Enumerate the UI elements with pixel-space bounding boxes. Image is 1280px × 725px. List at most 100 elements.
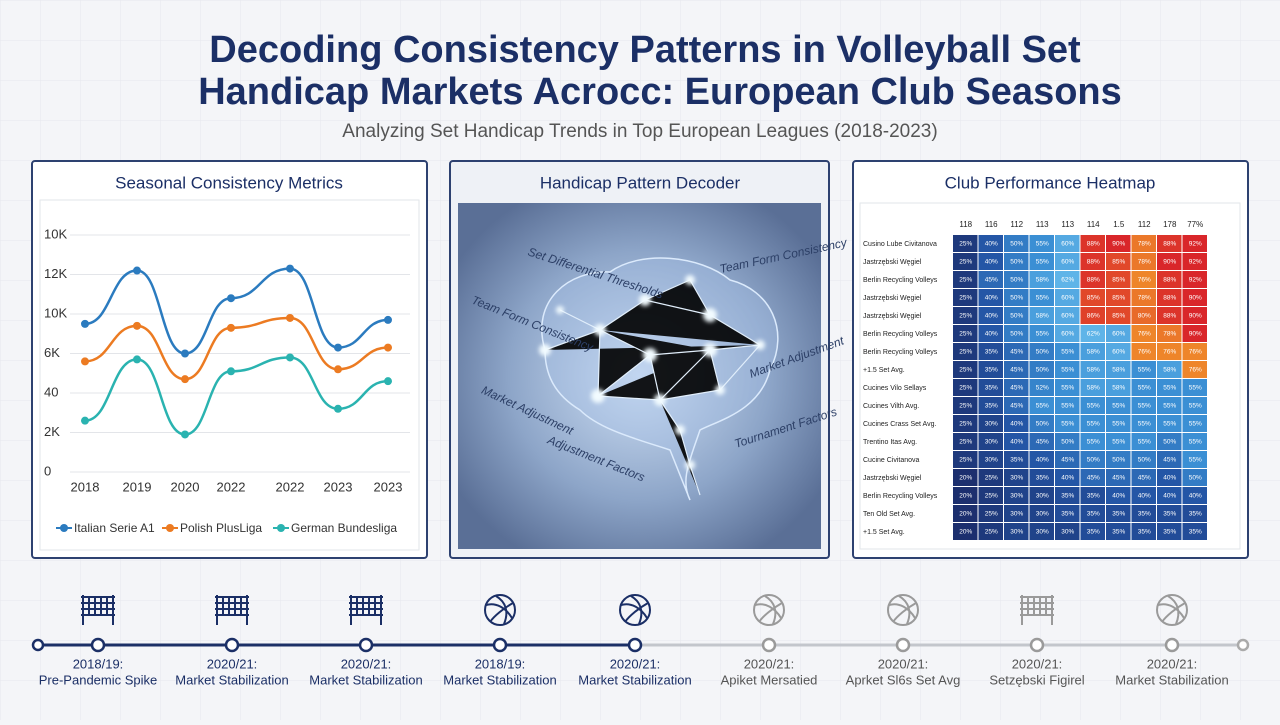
- cell-label: 76%: [1138, 331, 1151, 338]
- heat-cell: [953, 487, 978, 504]
- cell-label: 40%: [985, 241, 998, 248]
- cell-label: 60%: [1061, 331, 1074, 338]
- timeline-icon: [619, 594, 651, 626]
- cell-label: 88%: [1163, 241, 1176, 248]
- title: Decoding Consistency Patterns in Volleyb…: [209, 29, 1081, 71]
- heat-cell: [1157, 325, 1182, 342]
- cell-label: 40%: [1189, 493, 1202, 500]
- cell-label: 50%: [1010, 241, 1023, 248]
- column-label: 178: [1163, 220, 1177, 229]
- cell-label: 50%: [1163, 439, 1176, 446]
- heat-cell: [953, 415, 978, 432]
- row-label: Jastrzębski Węgiel: [863, 295, 922, 302]
- cell-label: 30%: [1036, 529, 1049, 536]
- cell-label: 25%: [959, 259, 972, 266]
- cell-label: 20%: [959, 511, 972, 518]
- cell-label: 55%: [1112, 403, 1125, 410]
- cell-label: 40%: [1112, 493, 1125, 500]
- cell-label: 25%: [985, 511, 998, 518]
- heat-cell: [1182, 289, 1207, 306]
- heat-cell: [1080, 415, 1105, 432]
- heat-cell: [1106, 379, 1131, 396]
- x-tick-label: 2023: [374, 479, 403, 494]
- x-tick-label: 2023: [324, 479, 353, 494]
- timeline-label: Pre-Pandemic Spike: [39, 672, 158, 687]
- timeline-icon: [1156, 594, 1188, 626]
- heat-cell: [1182, 523, 1207, 540]
- legend-marker: [277, 524, 285, 532]
- heat-cell: [1131, 505, 1156, 522]
- cell-label: 30%: [985, 439, 998, 446]
- heat-cell: [1182, 433, 1207, 450]
- ball-icon: [619, 594, 651, 626]
- cell-label: 58%: [1087, 385, 1100, 392]
- point: [286, 264, 294, 273]
- cell-label: 40%: [985, 313, 998, 320]
- heat-cell: [953, 523, 978, 540]
- cell-label: 85%: [1112, 295, 1125, 302]
- column-label: 116: [985, 220, 998, 229]
- heat-cell: [1080, 469, 1105, 486]
- heat-cell: [1106, 235, 1131, 252]
- heat-cell: [1029, 235, 1054, 252]
- cell-label: 35%: [1112, 511, 1125, 518]
- heat-cell: [1182, 505, 1207, 522]
- heat-cell: [1029, 397, 1054, 414]
- heat-cell: [1157, 451, 1182, 468]
- heat-cell: [1004, 451, 1029, 468]
- heat-cell: [1131, 325, 1156, 342]
- net-icon: [215, 595, 249, 625]
- heat-cell: [1080, 343, 1105, 360]
- heat-cell: [1106, 397, 1131, 414]
- heat-cell: [1055, 415, 1080, 432]
- heat-cell: [1182, 325, 1207, 342]
- cell-label: 45%: [1010, 349, 1023, 356]
- heat-cell: [1106, 451, 1131, 468]
- heat-cell: [953, 433, 978, 450]
- heat-cell: [953, 505, 978, 522]
- brain-network: [539, 257, 779, 501]
- cell-label: 55%: [1163, 385, 1176, 392]
- cell-label: 25%: [959, 367, 972, 374]
- cell-label: 35%: [1061, 493, 1074, 500]
- heat-cell: [1055, 253, 1080, 270]
- subtitle: Analyzing Set Handicap Trends in Top Eur…: [342, 121, 937, 142]
- title: Handicap Markets Acrocc: European Club S…: [198, 71, 1122, 113]
- heat-cell: [1029, 451, 1054, 468]
- heat-cell: [1182, 469, 1207, 486]
- heat-cell: [1080, 433, 1105, 450]
- row-label: Ten Old Set Avg.: [863, 511, 915, 518]
- legend-label: Italian Serie A1: [74, 521, 155, 535]
- cell-label: 30%: [985, 457, 998, 464]
- timeline-label: Market Stabilization: [175, 672, 288, 687]
- cell-label: 25%: [959, 385, 972, 392]
- cell-label: 60%: [1061, 295, 1074, 302]
- heat-cell: [1029, 379, 1054, 396]
- heat-cell: [1157, 253, 1182, 270]
- heat-cell: [1157, 289, 1182, 306]
- heat-cell: [1029, 469, 1054, 486]
- cell-label: 45%: [985, 277, 998, 284]
- cell-label: 55%: [1061, 367, 1074, 374]
- heat-cell: [978, 451, 1003, 468]
- heat-cell: [1182, 379, 1207, 396]
- heat-cell: [1106, 307, 1131, 324]
- heat-cell: [1182, 271, 1207, 288]
- heat-cell: [1080, 379, 1105, 396]
- heat-cell: [953, 325, 978, 342]
- row-label: +1.5 Set Avg.: [863, 367, 905, 374]
- heat-cell: [1106, 289, 1131, 306]
- cell-label: 45%: [1010, 367, 1023, 374]
- cell-label: 55%: [1061, 403, 1074, 410]
- cell-label: 50%: [1138, 457, 1151, 464]
- heat-cell: [1182, 361, 1207, 378]
- heat-cell: [1157, 379, 1182, 396]
- heat-cell: [953, 469, 978, 486]
- cell-label: 58%: [1087, 349, 1100, 356]
- heat-cell: [1080, 307, 1105, 324]
- cell-label: 90%: [1189, 295, 1202, 302]
- cell-label: 40%: [1036, 457, 1049, 464]
- heat-cell: [1157, 361, 1182, 378]
- cell-label: 76%: [1138, 277, 1151, 284]
- cell-label: 76%: [1163, 349, 1176, 356]
